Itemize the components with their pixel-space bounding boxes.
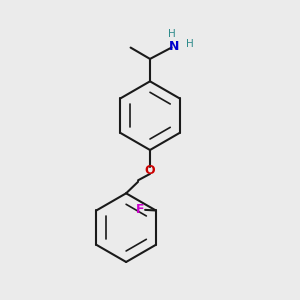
Text: N: N <box>169 40 179 52</box>
Text: H: H <box>185 39 193 49</box>
Text: F: F <box>136 203 145 216</box>
Text: O: O <box>145 164 155 177</box>
Text: H: H <box>168 28 176 38</box>
